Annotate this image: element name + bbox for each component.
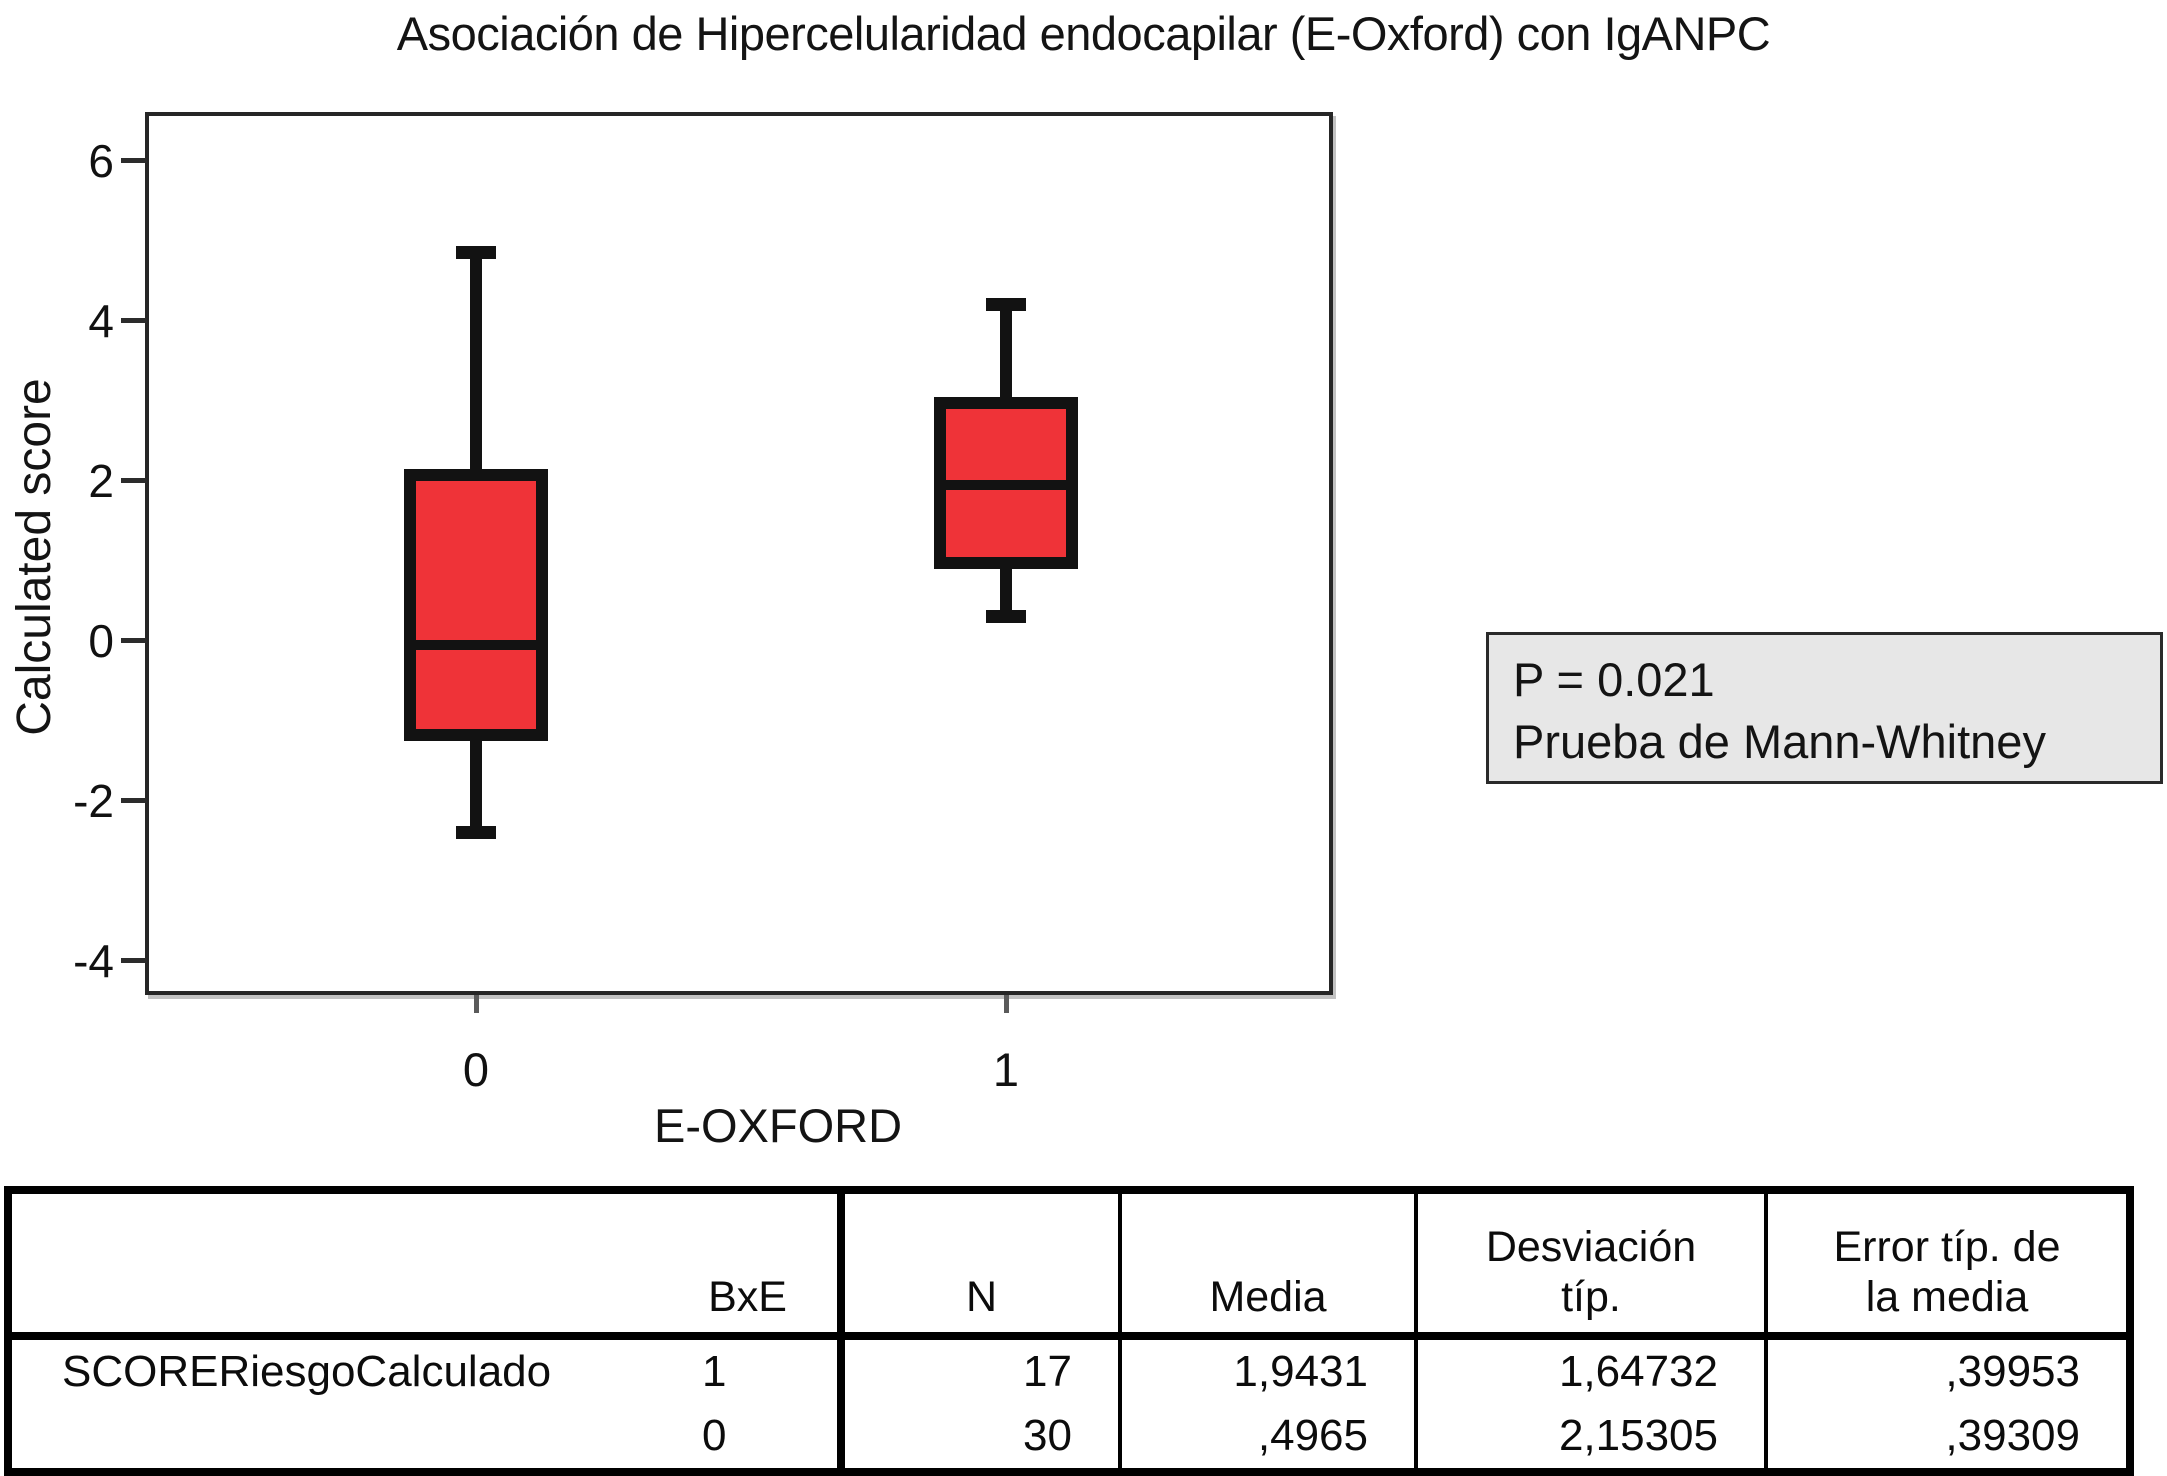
y-axis-label: Calculated score (8, 378, 61, 736)
row-label-empty (8, 1404, 604, 1472)
cell-media: 1,9431 (1120, 1336, 1418, 1404)
cell-error: ,39309 (1945, 1411, 2080, 1460)
cell-desviacion: 1,64732 (1416, 1336, 1768, 1404)
box-body (404, 468, 548, 741)
y-tick-label: -4 (73, 934, 114, 987)
table-header-row: BxE N Media Desviación típ. Error típ. d… (8, 1190, 2130, 1340)
y-tick-label: 2 (88, 454, 114, 507)
header-empty (8, 1190, 604, 1340)
upper-whisker-cap (456, 246, 496, 260)
x-tick-label: 0 (462, 1043, 490, 1096)
p-value-box: P = 0.021 Prueba de Mann-Whitney (1486, 632, 2163, 784)
cell-bxe: 0 (604, 1404, 845, 1472)
x-tick-mark (473, 995, 479, 1013)
y-tick-label: 4 (88, 294, 114, 347)
y-tick-mark (121, 158, 147, 164)
cell-desviacion: 2,15305 (1416, 1404, 1768, 1472)
cell-media: ,4965 (1120, 1404, 1418, 1472)
y-tick-mark (121, 958, 147, 964)
test-name-text: Prueba de Mann-Whitney (1513, 715, 2046, 768)
upper-whisker-cap (986, 298, 1026, 312)
y-tick-label: -2 (73, 774, 114, 827)
cell-n: 30 (841, 1404, 1122, 1472)
upper-whisker-line (1000, 304, 1012, 397)
cell-n: 17 (841, 1336, 1122, 1404)
plot-area (145, 112, 1333, 995)
y-tick-mark (121, 638, 147, 644)
median-line (416, 639, 536, 650)
median-line (946, 479, 1066, 490)
row-label: SCORERiesgoCalculado (62, 1347, 552, 1396)
lower-whisker-line (1000, 568, 1012, 617)
y-tick-label: 0 (88, 614, 114, 667)
table-row: SCORERiesgoCalculado 1 17 1,9431 1,64732… (8, 1336, 2130, 1404)
header-error: Error típ. de la media (1766, 1190, 2130, 1340)
header-desviacion: Desviación típ. (1416, 1190, 1768, 1340)
x-tick-label: 1 (992, 1043, 1020, 1096)
y-tick-mark (121, 478, 147, 484)
lower-whisker-cap (986, 610, 1026, 624)
cell-error: ,39953 (1945, 1347, 2080, 1396)
cell-bxe: 1 (604, 1336, 845, 1404)
header-media: Media (1120, 1190, 1418, 1340)
lower-whisker-cap (456, 826, 496, 840)
p-value-text: P = 0.021 (1513, 653, 1715, 706)
x-tick-mark (1003, 995, 1009, 1013)
y-tick-mark (121, 798, 147, 804)
lower-whisker-line (470, 740, 482, 833)
y-tick-mark (121, 318, 147, 324)
upper-whisker-line (470, 252, 482, 469)
header-n: N (841, 1190, 1122, 1340)
header-bxe: BxE (604, 1190, 845, 1340)
stats-table: BxE N Media Desviación típ. Error típ. d… (4, 1186, 2134, 1476)
x-axis-label: E-OXFORD (653, 1099, 903, 1152)
y-tick-label: 6 (88, 134, 114, 187)
table-row: 0 30 ,4965 2,15305 ,39309 (8, 1404, 2130, 1472)
chart-title: Asociación de Hipercelularidad endocapil… (396, 7, 1771, 60)
